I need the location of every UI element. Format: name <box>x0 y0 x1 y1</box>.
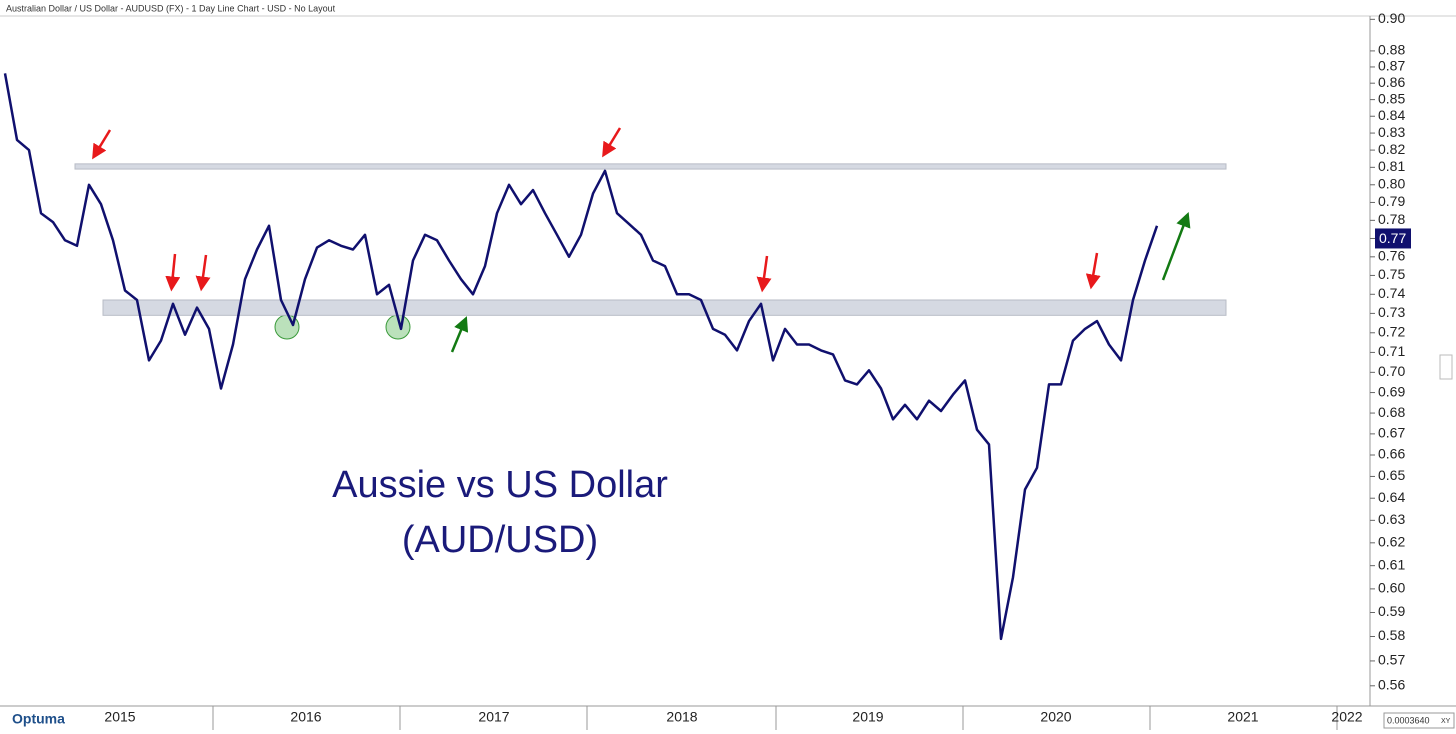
y-tick-label: 0.74 <box>1378 285 1405 301</box>
y-tick-label: 0.70 <box>1378 363 1405 379</box>
x-tick-label: 2019 <box>852 709 883 725</box>
y-tick-label: 0.66 <box>1378 446 1405 462</box>
y-tick-label: 0.82 <box>1378 141 1405 157</box>
arrow <box>1085 252 1101 290</box>
x-tick-label: 2020 <box>1040 709 1071 725</box>
y-tick-label: 0.67 <box>1378 425 1405 441</box>
zone-band <box>102 299 1227 316</box>
y-tick-label: 0.63 <box>1378 511 1405 527</box>
arrow <box>1161 211 1191 281</box>
y-tick-label: 0.65 <box>1378 467 1405 483</box>
arrow <box>195 254 211 292</box>
x-tick-label: 2021 <box>1227 709 1258 725</box>
y-tick-label: 0.60 <box>1378 580 1405 596</box>
arrow <box>450 316 469 353</box>
y-tick-label: 0.69 <box>1378 383 1405 399</box>
y-tick-label: 0.56 <box>1378 676 1405 692</box>
arrows <box>92 127 1191 353</box>
y-tick-label: 0.85 <box>1378 90 1405 106</box>
y-tick-label: 0.71 <box>1378 343 1405 359</box>
y-tick-label: 0.87 <box>1378 58 1405 74</box>
y-tick-label: 0.73 <box>1378 304 1405 320</box>
brand: Optuma <box>12 711 65 727</box>
footer-value: 0.0003640 <box>1387 715 1430 725</box>
y-tick-label: 0.90 <box>1378 10 1405 26</box>
y-tick-label: 0.57 <box>1378 652 1405 668</box>
y-tick-label: 0.88 <box>1378 42 1405 58</box>
y-tick-label: 0.84 <box>1378 107 1405 123</box>
chart-title: Australian Dollar / US Dollar - AUDUSD (… <box>6 3 336 13</box>
y-tick-label: 0.58 <box>1378 627 1405 643</box>
arrow <box>756 255 772 293</box>
x-tick-label: 2017 <box>478 709 509 725</box>
price-line <box>3 73 1159 641</box>
side-toggle[interactable] <box>1439 354 1453 380</box>
brand-box <box>2 708 106 730</box>
x-tick-label: 2018 <box>666 709 697 725</box>
y-tick-label: 0.61 <box>1378 556 1405 572</box>
footer-mode[interactable]: XY <box>1441 718 1451 725</box>
y-tick-label: 0.78 <box>1378 211 1405 227</box>
arrow <box>92 129 112 160</box>
y-tick-label: 0.68 <box>1378 404 1405 420</box>
y-tick-label: 0.75 <box>1378 266 1405 282</box>
y-tick-label: 0.59 <box>1378 603 1405 619</box>
last-price-label: 0.77 <box>1379 230 1406 246</box>
annotation: (AUD/USD) <box>402 519 598 561</box>
arrow <box>602 127 622 158</box>
arrow <box>165 253 181 292</box>
annotation: Aussie vs US Dollar <box>332 464 668 506</box>
y-tick-label: 0.80 <box>1378 175 1405 191</box>
x-tick-label: 2015 <box>104 709 135 725</box>
y-tick-label: 0.72 <box>1378 323 1405 339</box>
zone-band <box>74 163 1227 170</box>
y-tick-label: 0.83 <box>1378 124 1405 140</box>
y-tick-label: 0.86 <box>1378 74 1405 90</box>
x-tick-label: 2016 <box>290 709 321 725</box>
y-tick-label: 0.81 <box>1378 158 1405 174</box>
y-tick-label: 0.62 <box>1378 534 1405 550</box>
x-tick-label: 2022 <box>1331 709 1362 725</box>
last-price-box <box>1375 228 1411 249</box>
y-tick-label: 0.76 <box>1378 248 1405 264</box>
footer-box <box>1383 712 1455 729</box>
y-tick-label: 0.64 <box>1378 489 1405 505</box>
y-tick-label: 0.79 <box>1378 193 1405 209</box>
